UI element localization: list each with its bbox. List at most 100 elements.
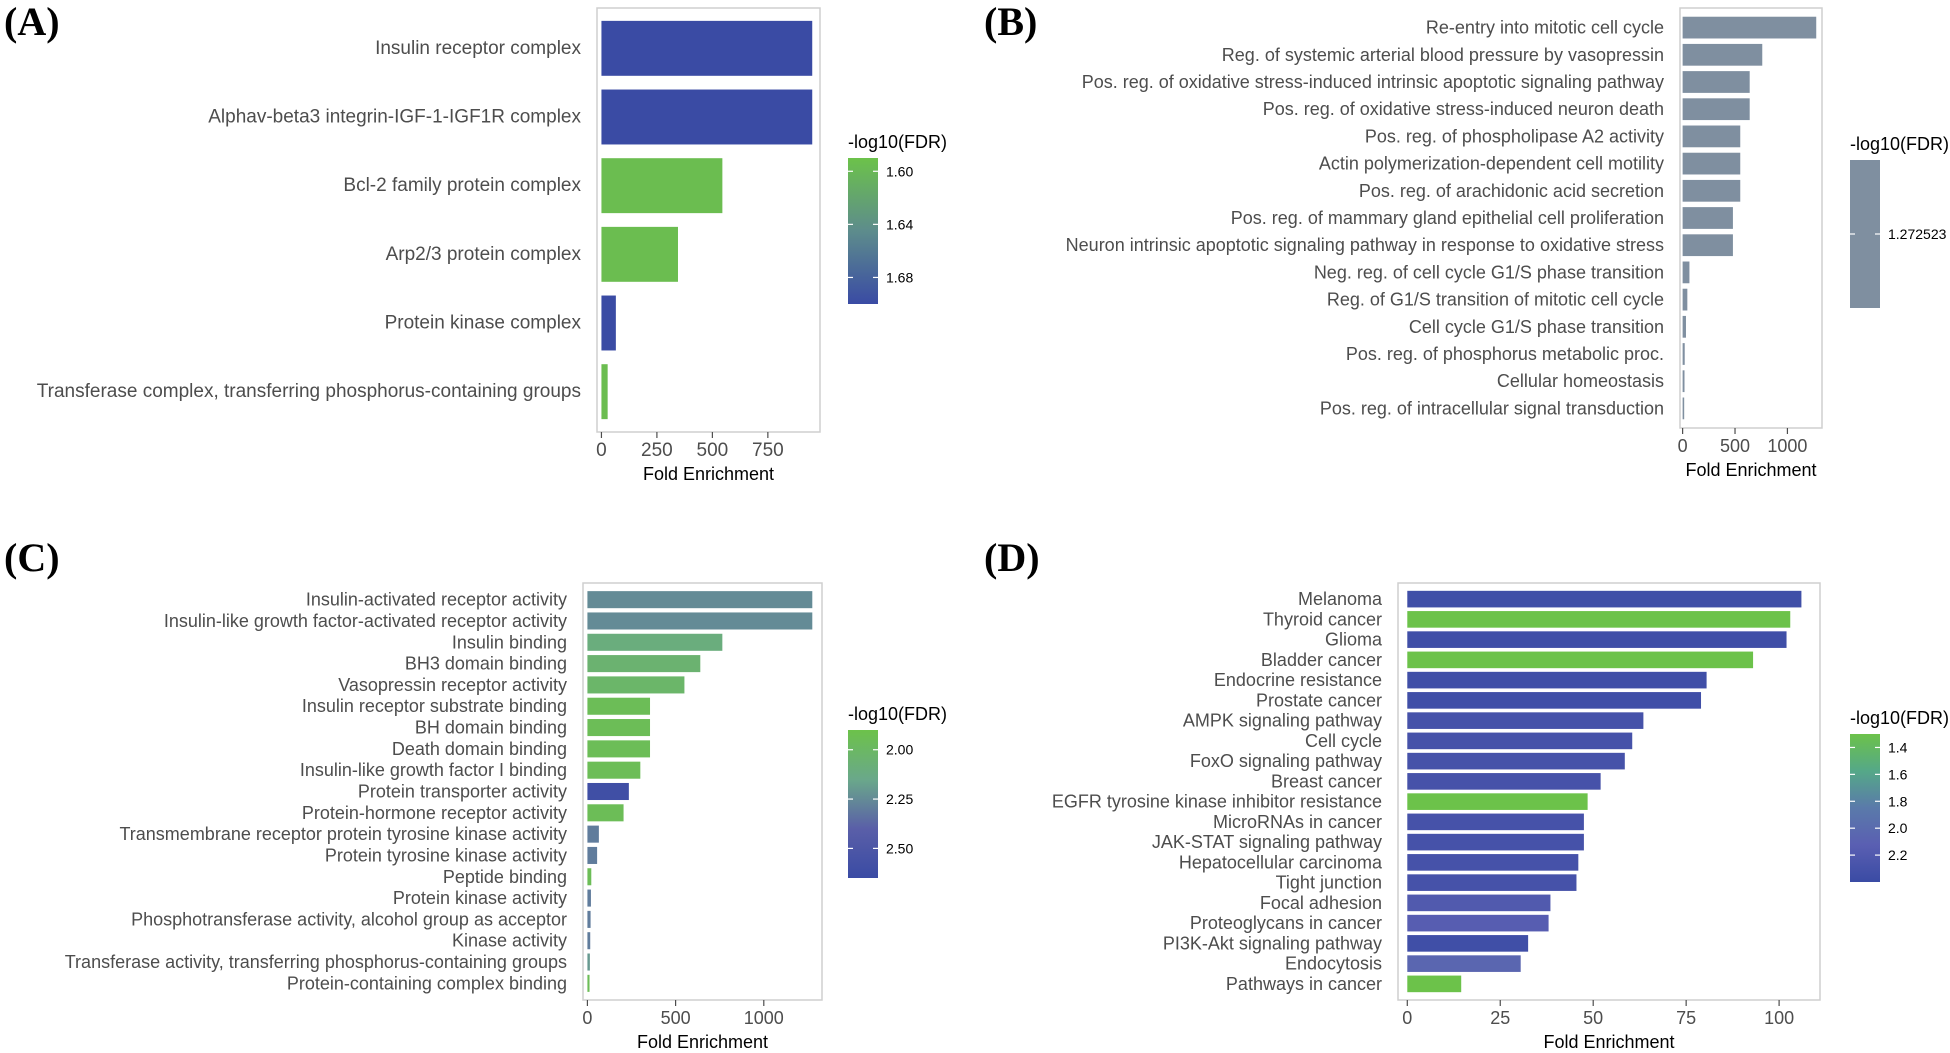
plot-frame [1397,582,1821,1001]
legend-tick-label: 1.272523 [1888,226,1947,242]
category-label: Glioma [1325,630,1383,650]
bar [587,740,651,758]
bar [587,676,685,694]
bar [1407,793,1588,810]
category-label: Protein-containing complex binding [287,973,567,993]
bar [1407,894,1551,912]
bar [1682,343,1685,365]
category-label: Re-entry into mitotic cell cycle [1426,18,1664,38]
category-label: EGFR tyrosine kinase inhibitor resistanc… [1052,792,1382,812]
bar [587,697,651,715]
bar [601,158,723,214]
category-label: Cell cycle [1305,731,1382,751]
category-label: Cell cycle G1/S phase transition [1409,317,1664,337]
category-label: Alphav-beta3 integrin-IGF-1-IGF1R comple… [208,107,581,128]
category-label: Pos. reg. of intracellular signal transd… [1320,398,1664,418]
category-label: Protein kinase complex [385,313,582,334]
legend-tick-label: 2.50 [886,840,913,856]
legend-tick-label: 1.64 [886,216,913,232]
bar [587,932,591,950]
category-label: MicroRNAs in cancer [1213,812,1382,832]
bar [587,719,651,737]
x-tick-label: 75 [1676,1008,1696,1028]
category-label: Peptide binding [443,867,567,887]
category-label: Reg. of systemic arterial blood pressure… [1222,45,1664,65]
legend-title: -log10(FDR) [848,132,947,152]
category-label: Bladder cancer [1261,650,1382,670]
bar [1407,752,1625,770]
bar [587,655,701,673]
bar [1407,955,1521,972]
category-label: Insulin-activated receptor activity [306,590,567,610]
bar [1682,234,1733,257]
bar [1407,590,1802,608]
bar [1682,98,1750,121]
category-label: Insulin receptor substrate binding [302,696,567,716]
panel-letter-b: (B) [984,0,1038,44]
category-label: Neuron intrinsic apoptotic signaling pat… [1066,235,1664,255]
x-axis-title: Fold Enrichment [637,1032,768,1052]
bar [601,89,813,145]
category-label: Transferase complex, transferring phosph… [37,381,581,402]
category-label: Hepatocellular carcinoma [1179,852,1383,872]
category-label: JAK-STAT signaling pathway [1152,832,1382,852]
bar [1407,611,1791,628]
category-label: FoxO signaling pathway [1190,751,1382,771]
bar [1682,315,1686,338]
category-label: Reg. of G1/S transition of mitotic cell … [1327,290,1664,310]
category-label: Protein kinase activity [393,888,567,908]
panel-letter-c: (C) [4,535,60,580]
category-label: Protein transporter activity [358,782,567,802]
bar [587,889,591,907]
bar [587,591,813,609]
x-tick-label: 1000 [1767,436,1807,456]
plot-frame [1679,7,1823,429]
category-label: Death domain binding [392,739,567,759]
bar [1682,288,1688,311]
bar [587,804,624,822]
legend-tick-label: 2.2 [1888,847,1908,863]
legend-title: -log10(FDR) [1850,134,1949,154]
category-label: Focal adhesion [1260,893,1382,913]
legend-colorbar [848,730,878,878]
x-tick-label: 50 [1583,1008,1603,1028]
bar [1407,854,1579,871]
bar [1682,43,1763,66]
category-label: Insulin-like growth factor I binding [300,760,567,780]
x-tick-label: 500 [1720,436,1750,456]
legend-colorbar [1850,734,1880,882]
category-label: Insulin-like growth factor-activated rec… [164,611,567,631]
panel-letter-a: (A) [4,0,60,44]
category-label: Thyroid cancer [1263,609,1382,629]
category-label: Actin polymerization-dependent cell moti… [1319,154,1664,174]
bar [601,364,608,420]
panel-letter-d: (D) [984,535,1040,580]
bar [1682,261,1690,284]
category-label: Endocrine resistance [1214,670,1382,690]
plot-frame [596,7,821,433]
x-tick-label: 0 [1402,1008,1412,1028]
plot-frame [582,582,823,1001]
legend-tick-label: 1.6 [1888,766,1908,782]
bar [1407,975,1462,993]
category-label: Kinase activity [452,931,567,951]
bar [587,868,592,886]
legend-tick-label: 2.00 [886,742,913,758]
x-axis-title: Fold Enrichment [643,464,774,484]
legend-tick-label: 1.68 [886,269,913,285]
x-tick-label: 100 [1764,1008,1794,1028]
category-label: AMPK signaling pathway [1183,711,1382,731]
bar [1407,813,1584,831]
x-tick-label: 250 [641,440,673,461]
legend-tick-label: 1.60 [886,163,913,179]
bar [587,612,813,630]
category-label: Pos. reg. of phospholipase A2 activity [1365,126,1664,146]
category-label: Protein-hormone receptor activity [302,803,567,823]
bar [1682,370,1685,393]
bar [1407,732,1633,750]
category-label: Endocytosis [1285,954,1382,974]
category-label: BH3 domain binding [405,654,567,674]
